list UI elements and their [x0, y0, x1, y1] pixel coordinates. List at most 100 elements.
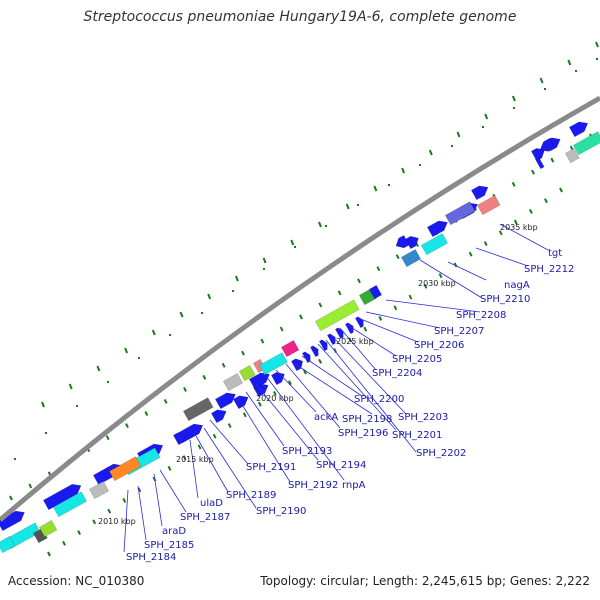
gene-label: SPH_2204	[372, 368, 422, 379]
tick	[41, 401, 45, 408]
tick	[483, 241, 488, 246]
tick	[77, 530, 82, 536]
gene-arrow	[214, 392, 236, 410]
tick	[511, 181, 516, 187]
gene-arrow	[318, 339, 328, 352]
gene-label: SPH_2192	[288, 480, 338, 491]
genome-summary: Topology: circular; Length: 2,245,615 bp…	[260, 574, 590, 588]
gene-label: ackA	[314, 412, 338, 423]
leader-line	[365, 311, 441, 329]
tick	[318, 302, 323, 308]
gene-arrow	[88, 481, 110, 500]
tick	[595, 41, 599, 48]
leader-line	[475, 247, 529, 267]
leader-line	[301, 355, 363, 397]
gene-label: tgt	[548, 248, 562, 259]
ring-dot	[14, 458, 16, 460]
gene-label: SPH_2203	[398, 412, 448, 423]
tick	[539, 77, 544, 84]
gene-label: nagA	[504, 280, 530, 291]
tick	[221, 362, 226, 368]
tick	[9, 495, 13, 501]
gene-arrow	[470, 185, 489, 201]
gene-arrow	[400, 249, 422, 268]
gene-arrow	[334, 327, 344, 340]
tick	[257, 401, 262, 407]
leader-line	[291, 361, 373, 415]
kbp-label: 2015 kbp	[176, 455, 214, 464]
tick	[290, 239, 295, 246]
accession-label: Accession:	[8, 574, 72, 588]
tick	[528, 208, 533, 214]
gene-label: SPH_2198	[342, 414, 392, 425]
tick	[122, 498, 127, 503]
tick	[47, 551, 51, 557]
ring-dot	[419, 164, 421, 166]
gene-arrow	[420, 233, 448, 256]
gene-arrow	[258, 352, 288, 376]
tick	[241, 350, 245, 356]
tick	[438, 273, 443, 279]
tick	[531, 169, 535, 175]
gene-label: SPH_2191	[246, 462, 296, 473]
gene-arrow	[534, 156, 545, 170]
gene-label: SPH_2194	[316, 460, 366, 471]
gene-arrow	[182, 397, 214, 422]
gene-label: SPH_2208	[456, 310, 506, 321]
gene-arrow	[0, 510, 25, 532]
gene-arrow	[404, 236, 419, 250]
leader-line	[237, 397, 291, 483]
leader-line	[265, 375, 345, 481]
tick	[511, 95, 516, 102]
gene-arrow	[395, 235, 410, 249]
gene-arrow	[52, 491, 87, 518]
leader-line	[159, 469, 187, 513]
leader-line	[245, 391, 285, 447]
leader-line	[317, 343, 397, 431]
tick	[544, 198, 548, 204]
ring-dot	[575, 70, 577, 72]
leader-line	[385, 299, 481, 313]
gene-label: ulaD	[200, 498, 223, 509]
gene-label: SPH_2205	[392, 354, 442, 365]
leader-line	[447, 261, 487, 281]
ring-dot	[201, 312, 203, 314]
tick	[262, 257, 267, 264]
gene-arrow	[568, 121, 589, 138]
kbp-label: 2025 kbp	[336, 337, 374, 346]
tick	[124, 347, 129, 354]
gene-arrow	[368, 284, 383, 300]
gene-label: SPH_2184	[126, 552, 176, 563]
leader-line	[255, 383, 319, 461]
gene-label: SPH_2210	[480, 294, 530, 305]
tick	[288, 380, 292, 386]
tick	[468, 251, 473, 257]
tick	[179, 311, 184, 318]
ring-dot	[169, 334, 171, 336]
tick	[105, 435, 110, 441]
ring-dot	[357, 204, 359, 206]
gene-label: SPH_2202	[416, 448, 466, 459]
kbp-label: 2010 kbp	[98, 517, 136, 526]
tick	[234, 275, 239, 282]
ring-dot	[513, 107, 515, 109]
leader-line	[195, 435, 229, 493]
leader-line	[325, 339, 417, 453]
tick	[550, 157, 555, 163]
leader-line	[275, 369, 317, 413]
tick	[202, 374, 207, 380]
gene-label: SPH_2196	[338, 428, 388, 439]
gene-arrows	[0, 121, 600, 554]
tick	[373, 185, 378, 192]
tick	[62, 540, 66, 546]
tick	[151, 329, 156, 336]
gene-arrow	[172, 432, 186, 446]
tick	[395, 254, 400, 260]
leader-line	[137, 485, 147, 541]
leader-line	[345, 323, 397, 357]
tick	[513, 219, 518, 225]
map-title: Streptococcus pneumoniae Hungary19A-6, c…	[83, 9, 517, 25]
kbp-label: 2020 kbp	[256, 394, 294, 403]
ring-dot	[232, 290, 234, 292]
